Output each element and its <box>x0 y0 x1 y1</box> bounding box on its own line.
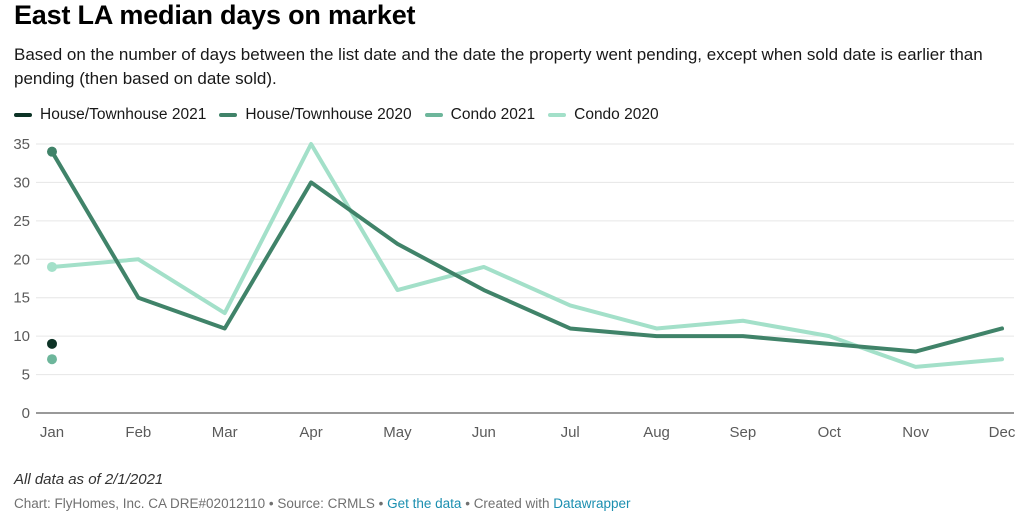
line-chart: 0 5 10 15 20 25 30 35 Jan Feb Mar Apr May Jun Jul Aug S… <box>13 136 1016 441</box>
legend-item: Condo 2020 <box>548 106 659 124</box>
data-source: Source: CRMLS <box>277 496 375 511</box>
x-tick-label: Nov <box>902 424 929 441</box>
y-tick-label: 10 <box>13 328 30 345</box>
x-tick-label: Jul <box>561 424 580 441</box>
legend-swatch-house-2021 <box>14 113 32 117</box>
x-tick-label: Oct <box>818 424 842 441</box>
y-tick-label: 20 <box>13 251 30 268</box>
data-point <box>47 354 57 365</box>
x-tick-label: Apr <box>299 424 322 441</box>
footer-separator: • <box>265 496 278 511</box>
data-point <box>47 261 57 272</box>
data-point <box>47 146 57 157</box>
x-tick-label: Jun <box>472 424 496 441</box>
data-point <box>47 338 57 349</box>
x-axis-tick-labels: Jan Feb Mar Apr May Jun Jul Aug Sep Oct Nov Dec <box>40 424 1016 441</box>
x-tick-label: Jan <box>40 424 64 441</box>
created-with-text: Created with <box>473 496 554 511</box>
legend-label-house-2021: House/Townhouse 2021 <box>40 106 207 123</box>
series-line-house-townhouse-2020 <box>50 149 1004 354</box>
x-tick-label: Mar <box>212 424 238 441</box>
legend-item: Condo 2021 <box>424 106 536 124</box>
y-tick-label: 0 <box>22 405 30 422</box>
series-lines <box>50 142 1004 369</box>
y-tick-label: 25 <box>13 213 30 230</box>
y-axis-tick-labels: 0 5 10 15 20 25 30 35 <box>13 136 30 422</box>
legend-item: House/Townhouse 2021 <box>14 106 206 124</box>
legend-label-house-2020: House/Townhouse 2020 <box>245 106 412 123</box>
footer-separator: • <box>374 496 388 511</box>
x-tick-label: Aug <box>643 424 670 441</box>
x-tick-label: Sep <box>730 424 757 441</box>
chart-footer: Chart: FlyHomes, Inc. CA DRE#02012110 • … <box>14 496 631 511</box>
legend-label-condo-2021: Condo 2021 <box>450 106 536 123</box>
chart-title: East LA median days on market <box>14 0 416 30</box>
chart-credit: Chart: FlyHomes, Inc. CA DRE#02012110 <box>14 496 266 511</box>
series-points <box>47 146 57 365</box>
legend-swatch-house-2020 <box>219 113 238 117</box>
legend-item: House/Townhouse 2020 <box>219 106 412 124</box>
legend-swatch-condo-2020 <box>548 113 567 117</box>
y-tick-label: 15 <box>13 290 30 307</box>
series-line-condo-2020 <box>50 142 1004 369</box>
footer-separator: • <box>461 496 474 511</box>
legend-label-condo-2020: Condo 2020 <box>574 106 659 123</box>
chart-subtitle: Based on the number of days between the … <box>14 45 983 88</box>
get-the-data-link[interactable]: Get the data <box>387 496 462 511</box>
datawrapper-link[interactable]: Datawrapper <box>553 496 631 511</box>
y-tick-label: 30 <box>13 174 30 191</box>
gridlines <box>36 143 1014 414</box>
x-tick-label: Dec <box>989 424 1016 441</box>
legend-swatch-condo-2021 <box>424 113 443 117</box>
y-tick-label: 5 <box>22 367 30 384</box>
y-tick-label: 35 <box>13 136 30 153</box>
x-tick-label: May <box>383 424 412 441</box>
legend: House/Townhouse 2021 House/Townhouse 202… <box>14 106 672 124</box>
x-tick-label: Feb <box>125 424 151 441</box>
data-note: All data as of 2/1/2021 <box>14 471 164 488</box>
